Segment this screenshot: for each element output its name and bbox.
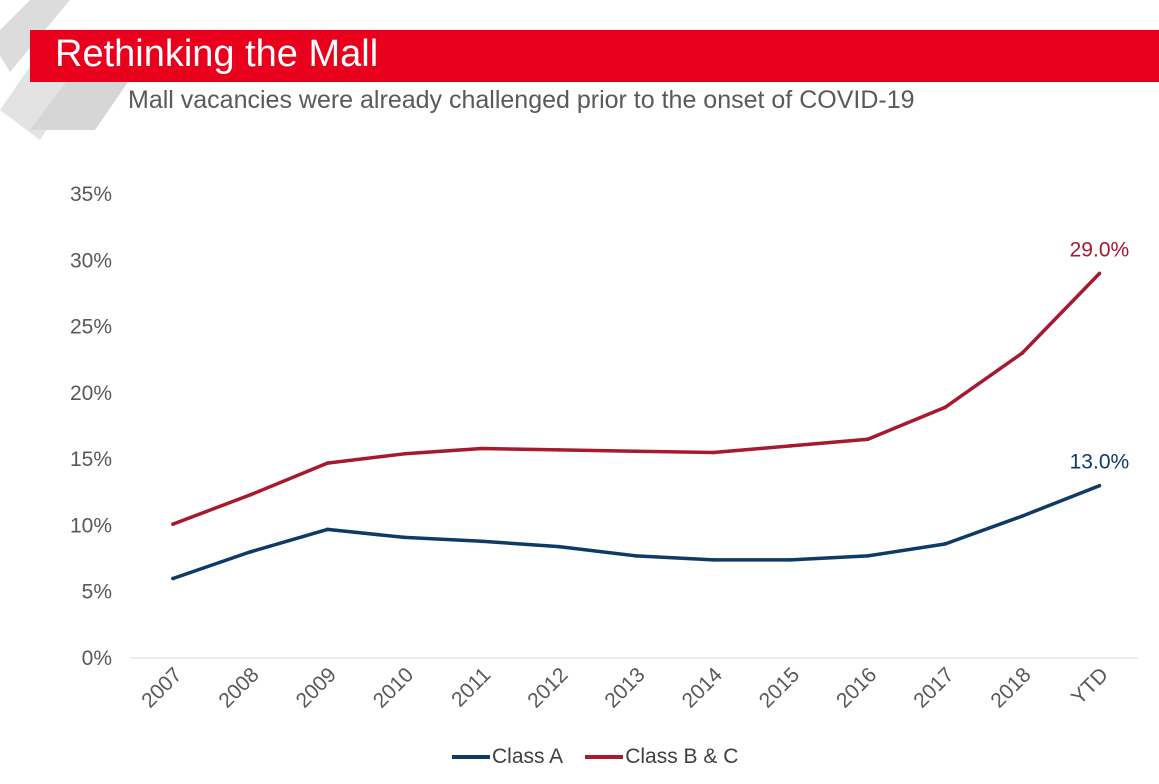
legend-label-class-bc: Class B & C <box>625 745 739 768</box>
y-tick-label: 35% <box>70 183 112 206</box>
y-tick-label: 0% <box>82 647 112 670</box>
x-tick-label: 2018 <box>986 663 1035 712</box>
x-tick-label: 2011 <box>447 663 495 711</box>
data-point <box>402 452 407 456</box>
y-tick-label: 20% <box>70 382 112 405</box>
x-tick-label: 2009 <box>292 663 341 712</box>
data-point <box>788 558 793 562</box>
data-point <box>866 437 870 442</box>
data-point <box>480 539 484 544</box>
data-point <box>557 448 561 452</box>
data-point <box>248 550 252 554</box>
y-tick-label: 10% <box>70 514 112 537</box>
data-point <box>248 493 252 497</box>
x-tick-label: 2013 <box>600 663 649 712</box>
data-label-end: 29.0% <box>1070 239 1130 262</box>
x-tick-label: YTD <box>1067 663 1113 709</box>
data-point <box>1097 271 1102 276</box>
data-point <box>1020 514 1024 518</box>
y-tick-label: 25% <box>70 316 112 339</box>
data-point <box>943 405 947 410</box>
data-point <box>634 449 638 453</box>
slide-title: Rethinking the Mall <box>55 33 379 75</box>
data-point <box>171 522 175 526</box>
legend-swatch-class-a <box>452 755 490 759</box>
data-point <box>480 446 484 451</box>
y-tick-label: 15% <box>70 448 112 471</box>
data-point <box>171 576 175 581</box>
y-tick-label: 30% <box>70 249 112 272</box>
x-tick-label: 2012 <box>523 663 572 712</box>
data-point <box>402 535 407 540</box>
data-point <box>557 544 561 549</box>
data-point <box>866 554 870 558</box>
slide-subtitle: Mall vacancies were already challenged p… <box>128 86 915 114</box>
x-tick-label: 2016 <box>832 663 881 712</box>
data-point <box>788 444 793 448</box>
legend-item-class-bc: Class B & C <box>585 745 738 769</box>
x-tick-label: 2008 <box>214 663 263 712</box>
data-point <box>711 450 716 455</box>
data-point <box>943 542 947 546</box>
data-point <box>634 554 638 558</box>
x-tick-label: 2007 <box>137 663 186 712</box>
data-label-end: 13.0% <box>1070 451 1130 474</box>
data-point <box>1097 483 1102 488</box>
data-point <box>1020 351 1024 355</box>
y-tick-label: 5% <box>82 581 112 604</box>
legend-swatch-class-bc <box>585 755 624 759</box>
series-line-class-a <box>171 483 1102 581</box>
x-tick-label: 2015 <box>755 663 804 712</box>
title-bar <box>30 30 1159 82</box>
data-point <box>711 558 716 562</box>
data-point <box>325 527 330 532</box>
x-tick-label: 2010 <box>369 663 418 712</box>
x-tick-label: 2014 <box>678 663 728 713</box>
legend-label-class-a: Class A <box>492 745 564 768</box>
series-line-class-bc <box>171 271 1102 526</box>
data-point <box>325 461 330 465</box>
legend-item-class-a: Class A <box>452 745 563 769</box>
chart-legend: Class A Class B & C <box>452 744 760 770</box>
x-tick-label: 2017 <box>909 663 958 712</box>
